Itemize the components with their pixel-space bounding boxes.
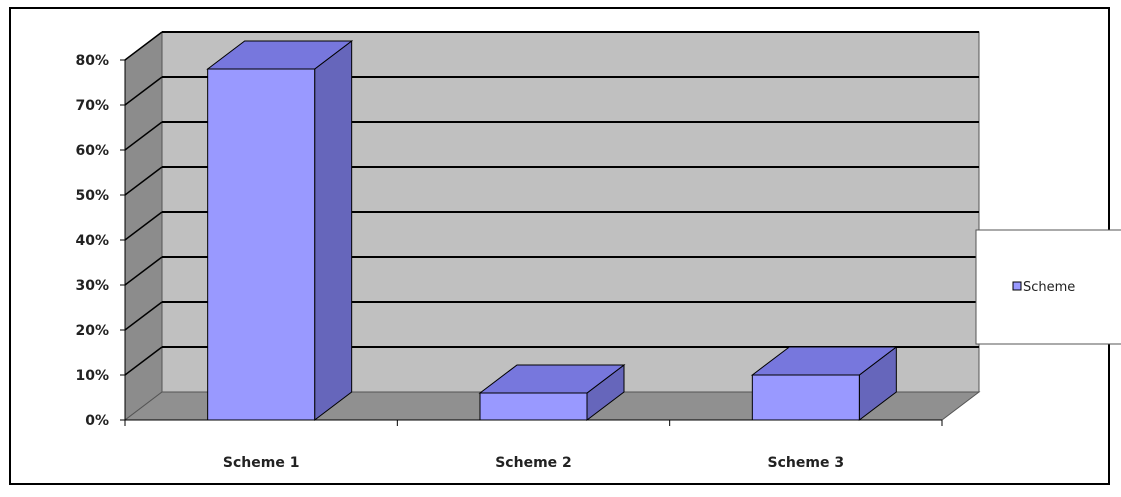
legend-label: Scheme [1023, 280, 1075, 295]
bars [206, 39, 898, 422]
bar [750, 345, 898, 422]
y-tick-label: 20% [75, 323, 109, 339]
legend: Scheme [975, 229, 1121, 345]
bar-front [207, 68, 316, 421]
x-tick-label: Scheme 1 [223, 455, 300, 471]
y-axis: 0% 10% 20% 30% 40% 50% 60% 70% 80% [75, 53, 126, 429]
gridline-side [124, 256, 163, 286]
gridline-side [124, 121, 163, 151]
x-tick-label: Scheme 3 [768, 455, 845, 471]
legend-swatch [1012, 281, 1022, 291]
bar-front [751, 374, 860, 421]
y-tick-label: 40% [75, 233, 109, 249]
legend-box [975, 229, 1121, 345]
bar-front [479, 392, 588, 421]
gridline-side [124, 211, 163, 241]
bar [478, 363, 626, 422]
gridline-side [124, 301, 163, 331]
gridline-side [124, 166, 163, 196]
y-tick-label: 50% [75, 188, 109, 204]
x-tick-label: Scheme 2 [495, 455, 572, 471]
gridline-side [124, 76, 163, 106]
gridline-side [124, 31, 163, 61]
y-tick-label: 60% [75, 143, 109, 159]
y-tick-label: 10% [75, 368, 109, 384]
gridline-side [124, 346, 163, 376]
y-tick-label: 30% [75, 278, 109, 294]
x-axis: Scheme 1 Scheme 2 Scheme 3 [124, 419, 943, 471]
bar [206, 39, 354, 422]
bar-side [314, 39, 353, 422]
y-tick-label: 70% [75, 98, 109, 114]
y-tick-label: 0% [85, 413, 109, 429]
y-tick-label: 80% [75, 53, 109, 69]
